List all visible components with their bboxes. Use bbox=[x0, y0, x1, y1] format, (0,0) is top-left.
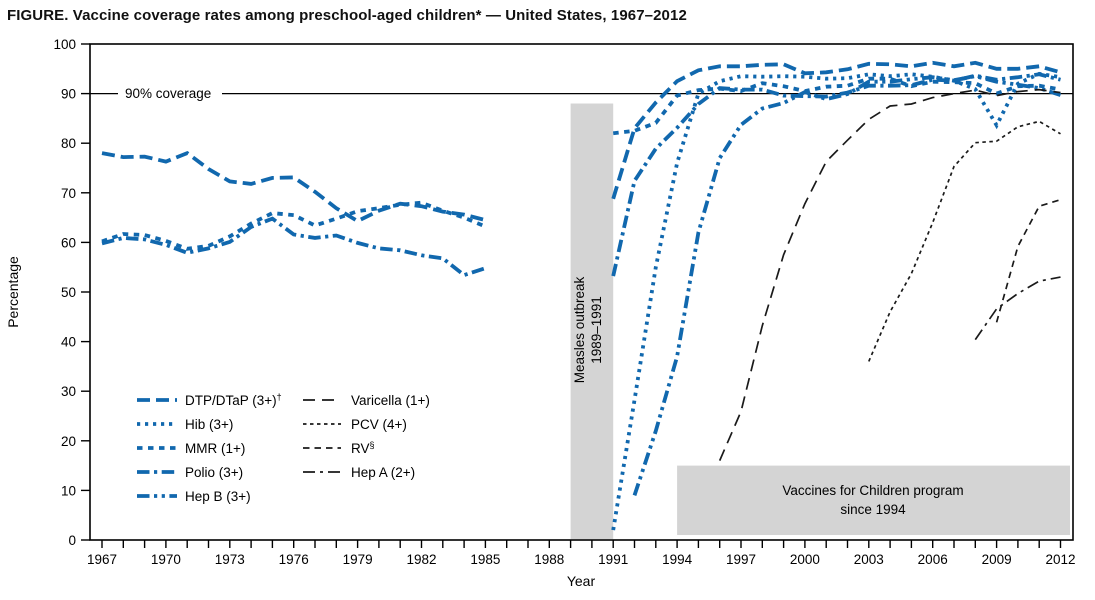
measles-outbreak-band bbox=[570, 103, 614, 540]
series-line-hepb bbox=[632, 74, 1062, 496]
y-axis-tick-label: 0 bbox=[68, 533, 76, 548]
series-line-polio bbox=[101, 216, 486, 278]
vfc-box-label-line1: Vaccines for Children program bbox=[782, 483, 963, 498]
y-axis-tick-label: 20 bbox=[61, 434, 76, 449]
reference-line-label: 90% coverage bbox=[125, 86, 211, 101]
x-axis-tick-label: 1967 bbox=[87, 552, 117, 567]
measles-band-label-line2: 1989–1991 bbox=[589, 296, 604, 364]
x-axis-tick-label: 1988 bbox=[534, 552, 564, 567]
x-axis-tick-label: 2009 bbox=[982, 552, 1012, 567]
y-axis-tick-label: 10 bbox=[61, 483, 76, 498]
legend-label-hepb: Hep B (3+) bbox=[185, 489, 251, 504]
y-axis-tick-label: 80 bbox=[61, 136, 76, 151]
x-axis-tick-label: 1994 bbox=[662, 552, 693, 567]
vfc-box-label-line2: since 1994 bbox=[840, 502, 906, 517]
x-axis-tick-label: 2000 bbox=[790, 552, 820, 567]
x-axis-tick-label: 1973 bbox=[215, 552, 245, 567]
series-line-dtp bbox=[611, 60, 1062, 200]
x-axis-tick-label: 1991 bbox=[598, 552, 628, 567]
legend-label-pcv: PCV (4+) bbox=[351, 417, 407, 432]
legend-label-varicella: Varicella (1+) bbox=[351, 393, 430, 408]
x-axis-tick-label: 1997 bbox=[726, 552, 756, 567]
y-axis-tick-label: 30 bbox=[61, 384, 76, 399]
x-axis-tick-label: 1985 bbox=[470, 552, 500, 567]
legend-label-rv: RV§ bbox=[351, 440, 375, 456]
vfc-program-box bbox=[677, 465, 1070, 536]
y-axis-tick-label: 90 bbox=[61, 87, 76, 102]
y-axis-title: Percentage bbox=[5, 256, 21, 328]
legend-label-mmr: MMR (1+) bbox=[185, 441, 245, 456]
series-line-dtp bbox=[101, 150, 486, 224]
y-axis-tick-label: 50 bbox=[61, 285, 76, 300]
series-line-rv bbox=[995, 198, 1061, 323]
x-axis-tick-label: 1982 bbox=[406, 552, 436, 567]
series-line-hepa bbox=[974, 276, 1061, 341]
series-line-mmr bbox=[612, 76, 1061, 136]
legend-label-hepa: Hep A (2+) bbox=[351, 465, 415, 480]
measles-band-label-line1: Measles outbreak bbox=[572, 276, 587, 383]
series-line-pcv bbox=[868, 120, 1061, 362]
y-axis-tick-label: 60 bbox=[61, 235, 76, 250]
y-axis-tick-label: 40 bbox=[61, 335, 76, 350]
x-axis-title: Year bbox=[567, 573, 596, 589]
y-axis-tick-label: 100 bbox=[53, 37, 76, 52]
series-line-varicella bbox=[718, 88, 1061, 461]
x-axis-tick-label: 1970 bbox=[151, 552, 181, 567]
series-line-hib bbox=[611, 71, 1061, 531]
legend-label-hib: Hib (3+) bbox=[185, 417, 233, 432]
legend-label-polio: Polio (3+) bbox=[185, 465, 243, 480]
x-axis-tick-label: 2003 bbox=[854, 552, 884, 567]
figure-title: FIGURE. Vaccine coverage rates among pre… bbox=[7, 7, 687, 24]
x-axis-tick-label: 1976 bbox=[279, 552, 309, 567]
x-axis-tick-label: 2012 bbox=[1045, 552, 1075, 567]
legend-label-dtp: DTP/DTaP (3+)† bbox=[185, 392, 282, 408]
y-axis-tick-label: 70 bbox=[61, 186, 76, 201]
x-axis-tick-label: 1979 bbox=[343, 552, 373, 567]
x-axis-tick-label: 2006 bbox=[918, 552, 948, 567]
series-line-polio bbox=[611, 72, 1061, 277]
